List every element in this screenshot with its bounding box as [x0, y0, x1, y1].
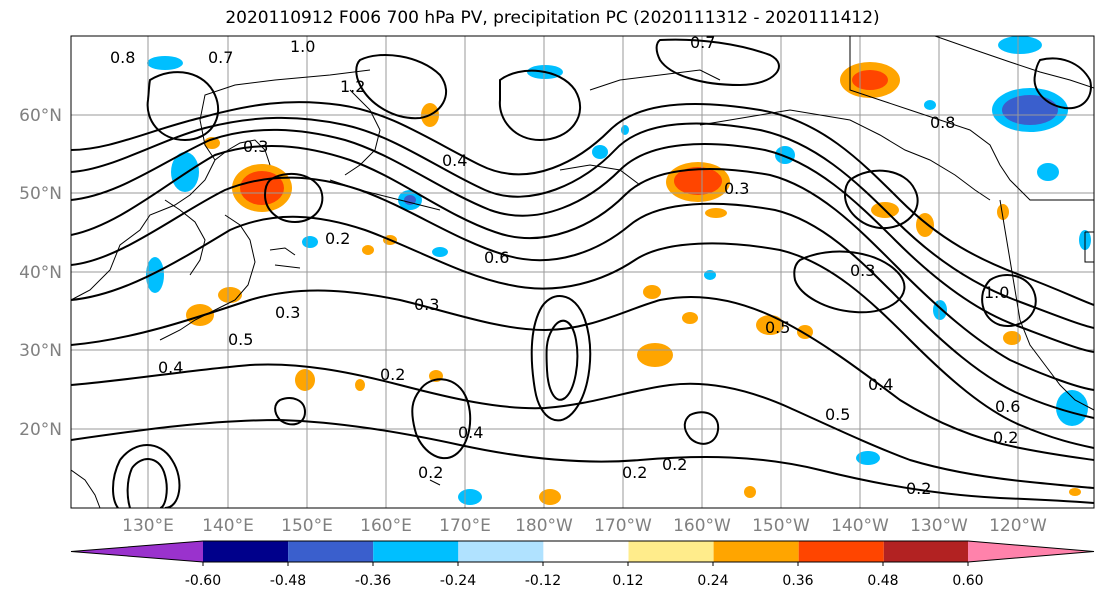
- pv-label: 1.2: [340, 77, 365, 96]
- lat-label: 50°N: [19, 184, 62, 204]
- colorbar-segment: [628, 541, 714, 562]
- pv-label: 0.5: [825, 405, 850, 424]
- lon-label: 170°E: [439, 516, 491, 536]
- colorbar-tick-label: -0.36: [355, 573, 391, 589]
- pv-label: 1.0: [984, 283, 1009, 302]
- lon-label: 140°W: [831, 516, 889, 536]
- pv-label: 0.2: [325, 229, 350, 248]
- pv-label: 0.6: [995, 397, 1020, 416]
- colorbar-segment: [883, 541, 968, 562]
- colorbar-tick-label: -0.12: [525, 573, 561, 589]
- lon-label: 170°W: [594, 516, 652, 536]
- pv-label: 0.2: [380, 365, 405, 384]
- colorbar-segment: [71, 541, 203, 562]
- colorbar-segment: [798, 541, 884, 562]
- lat-label: 30°N: [19, 341, 62, 361]
- lon-label: 120°W: [989, 516, 1047, 536]
- colorbar-segment: [203, 541, 289, 562]
- pv-label: 0.4: [442, 151, 467, 170]
- pv-label: 0.4: [868, 375, 893, 394]
- pv-label: 0.3: [414, 295, 439, 314]
- map-frame: [70, 35, 1095, 509]
- colorbar-segment: [543, 541, 629, 562]
- colorbar-segment: [458, 541, 544, 562]
- lon-label: 150°E: [281, 516, 333, 536]
- lon-label: 140°E: [202, 516, 254, 536]
- pv-label: 0.2: [418, 463, 443, 482]
- lon-label: 150°W: [752, 516, 810, 536]
- pv-label: 0.5: [765, 318, 790, 337]
- lon-label: 180°W: [515, 516, 573, 536]
- colorbar-segment: [373, 541, 459, 562]
- pv-label: 0.3: [724, 179, 749, 198]
- colorbar-tick-label: -0.48: [270, 573, 306, 589]
- pv-contours: [71, 38, 1094, 508]
- lon-label: 160°W: [673, 516, 731, 536]
- lon-label: 130°E: [122, 516, 174, 536]
- pv-labels: 0.8 0.7 1.0 1.2 0.3 0.3 0.2 0.4 0.6 0.3 …: [110, 33, 1020, 498]
- pv-label: 0.8: [930, 113, 955, 132]
- pv-label: 0.4: [458, 423, 483, 442]
- pv-label: 0.7: [208, 48, 233, 67]
- colorbar-tick-label: 0.24: [697, 573, 728, 589]
- pv-label: 1.0: [290, 37, 315, 56]
- colorbar-segment: [288, 541, 374, 562]
- map-title: 2020110912 F006 700 hPa PV, precipitatio…: [225, 8, 880, 28]
- colorbar-ticks: [202, 562, 969, 566]
- pv-label: 0.5: [228, 330, 253, 349]
- colorbar-tick-label: -0.24: [440, 573, 476, 589]
- lat-label: 40°N: [19, 263, 62, 283]
- coastlines: [71, 36, 1094, 508]
- pv-label: 0.8: [110, 48, 135, 67]
- pv-label: 0.3: [275, 303, 300, 322]
- precip-negative-areas: [146, 36, 1091, 505]
- lon-label: 160°E: [360, 516, 412, 536]
- pv-label: 0.2: [622, 463, 647, 482]
- lon-label: 130°W: [910, 516, 968, 536]
- pv-label: 0.3: [243, 137, 268, 156]
- lat-label: 20°N: [19, 420, 62, 440]
- latitude-labels: 60°N 50°N 40°N 30°N 20°N: [19, 106, 62, 440]
- colorbar-tick-label: -0.60: [185, 573, 221, 589]
- colorbar: -0.60 -0.48 -0.36 -0.24 -0.12 0.12 0.24 …: [70, 540, 1095, 589]
- pv-label: 0.4: [158, 358, 183, 377]
- colorbar-tick-label: 0.60: [952, 573, 983, 589]
- longitude-labels: 130°E 140°E 150°E 160°E 170°E 180°W 170°…: [122, 516, 1047, 536]
- pv-label: 0.6: [484, 248, 509, 267]
- colorbar-tick-label: 0.48: [867, 573, 898, 589]
- pv-label: 0.2: [993, 428, 1018, 447]
- pv-label: 0.3: [850, 261, 875, 280]
- colorbar-tick-label: 0.36: [782, 573, 813, 589]
- colorbar-tick-label: 0.12: [612, 573, 643, 589]
- lat-label: 60°N: [19, 106, 62, 126]
- pv-label: 0.7: [690, 33, 715, 52]
- colorbar-segment: [968, 541, 1094, 562]
- pv-label: 0.2: [906, 479, 931, 498]
- colorbar-segment: [713, 541, 799, 562]
- pv-label: 0.2: [662, 455, 687, 474]
